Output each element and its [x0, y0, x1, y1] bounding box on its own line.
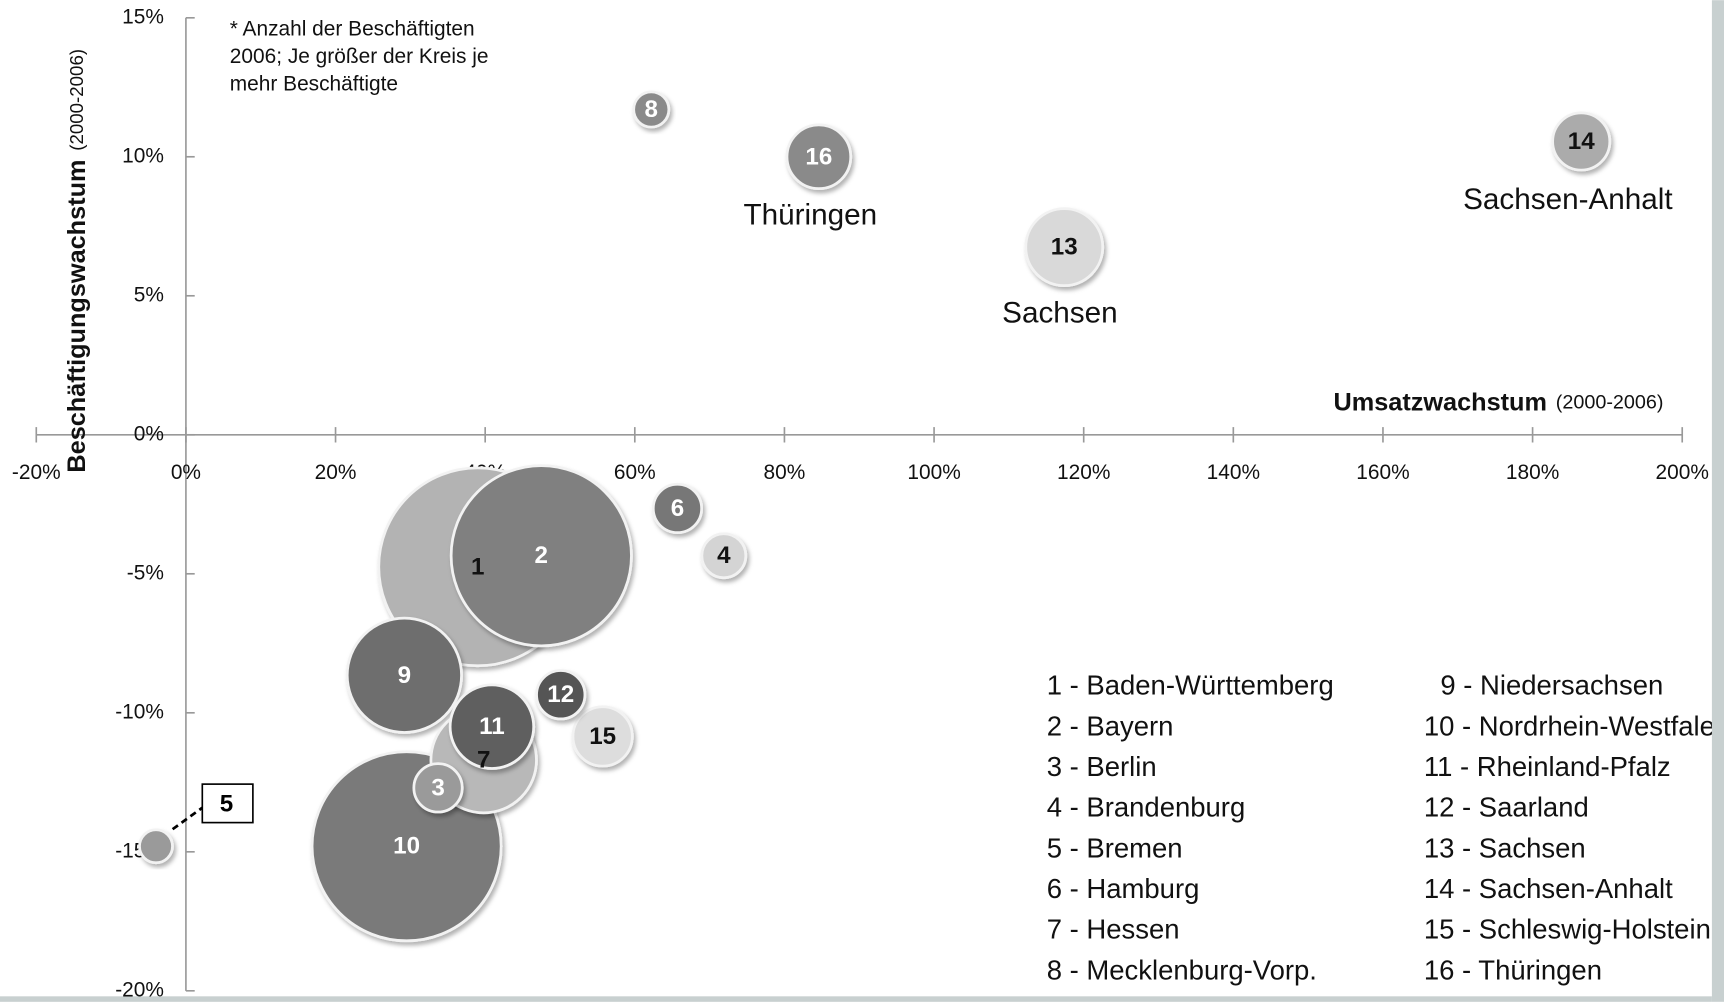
y-tick-label: 15%: [122, 5, 164, 28]
bubble-label: 10: [393, 833, 420, 860]
x-axis-title-main: Umsatzwachstum: [1334, 388, 1547, 416]
y-axis-title: Beschäftigungswachstum (2000-2006): [63, 49, 91, 473]
y-tick-label: -10%: [115, 700, 164, 723]
x-tick-label: 60%: [614, 461, 656, 484]
x-tick-label: 180%: [1506, 461, 1559, 484]
y-tick-label: 10%: [122, 144, 164, 167]
frame-edge: [1711, 0, 1724, 1002]
frame-edge: [0, 996, 1712, 1002]
y-tick-label: -20%: [115, 978, 164, 1001]
annotation: Thüringen: [744, 199, 878, 232]
bubble-label: 5: [220, 790, 233, 817]
legend-item: 14 - Sachsen-Anhalt: [1424, 873, 1673, 904]
legend-item: 16 - Thüringen: [1424, 954, 1602, 985]
bubble-label: 11: [479, 713, 505, 740]
bubble-label: 2: [535, 542, 548, 569]
legend-item: 9 - Niedersachsen: [1440, 670, 1663, 701]
x-tick-label: -20%: [12, 461, 61, 484]
bubble-label: 16: [805, 143, 832, 170]
bubble-label: 14: [1568, 128, 1595, 155]
bubble-label: 13: [1051, 234, 1078, 261]
bubble-label: 15: [589, 723, 616, 750]
callout-box: [201, 783, 254, 824]
bubble: [571, 705, 634, 768]
bubble: [1551, 111, 1612, 172]
note-line: 2006; Je größer der Kreis je: [230, 45, 489, 68]
legend-item: 8 - Mecklenburg-Vorp.: [1047, 954, 1317, 985]
x-tick-label: 80%: [764, 461, 806, 484]
bubble: [785, 123, 853, 191]
note-line: mehr Beschäftigte: [230, 72, 398, 95]
legend-item: 3 - Berlin: [1047, 751, 1157, 782]
legend-item: 12 - Saarland: [1424, 792, 1589, 823]
x-tick-label: 0%: [171, 461, 201, 484]
bubble-label: 12: [547, 681, 574, 708]
legend-item: 15 - Schleswig-Holstein: [1424, 914, 1711, 945]
y-axis-title-note: (2000-2006): [66, 49, 87, 151]
legend-item: 7 - Hessen: [1047, 914, 1180, 945]
x-tick-label: 120%: [1057, 461, 1110, 484]
x-tick-label: 140%: [1207, 461, 1260, 484]
annotation: Sachsen-Anhalt: [1463, 183, 1673, 216]
legend-item: 2 - Bayern: [1047, 710, 1174, 741]
x-axis-title-note: (2000-2006): [1556, 392, 1664, 414]
legend-item: 5 - Bremen: [1047, 832, 1183, 863]
callout-line: [171, 804, 206, 831]
x-tick-label: 160%: [1356, 461, 1409, 484]
bubble: [345, 616, 463, 734]
bubble: [535, 669, 587, 721]
bubble: [412, 762, 464, 814]
y-tick-label: -5%: [127, 561, 164, 584]
plot: -20% 0% 20% 4 0% 60% 80% 100% 120% 140% 160% 180% 20…: [12, 5, 1724, 1001]
bubble: [1024, 207, 1105, 287]
bubble-label: 9: [398, 662, 411, 689]
legend-item: 4 - Brandenburg: [1047, 792, 1246, 823]
bubble: [449, 464, 633, 648]
legend-item: 10 - Nordrhein-Westfalen: [1424, 710, 1724, 741]
legend-item: 13 - Sachsen: [1424, 832, 1586, 863]
bubble-label: 1: [471, 553, 484, 580]
annotation: Sachsen: [1002, 296, 1117, 329]
bubble-label: 6: [671, 495, 684, 522]
legend-item: 1 - Baden-Württemberg: [1047, 670, 1334, 701]
bubble: [700, 532, 748, 580]
bubble: [138, 828, 174, 865]
bubble-label: 4: [717, 542, 731, 569]
y-tick-label: 5%: [134, 283, 164, 306]
note-line: * Anzahl der Beschäftigten: [230, 17, 475, 40]
y-tick-label: 0%: [134, 422, 164, 445]
y-axis-title-main: Beschäftigungswachstum: [63, 160, 91, 473]
bubble-label: 7: [477, 747, 490, 774]
x-tick-label: 20%: [315, 461, 357, 484]
legend-item: 6 - Hamburg: [1047, 873, 1200, 904]
x-axis-title: Umsatzwachstum (2000-2006): [1334, 388, 1664, 416]
bubble: [651, 482, 704, 535]
legend-item: 11 - Rheinland-Pfalz: [1424, 751, 1671, 782]
x-tick-label: 100%: [907, 461, 960, 484]
x-tick-label: 200%: [1656, 461, 1709, 484]
bubble-label: 3: [431, 774, 444, 801]
bubble: [632, 90, 671, 129]
bubble: [448, 683, 536, 770]
bubble-label: 8: [645, 96, 658, 123]
